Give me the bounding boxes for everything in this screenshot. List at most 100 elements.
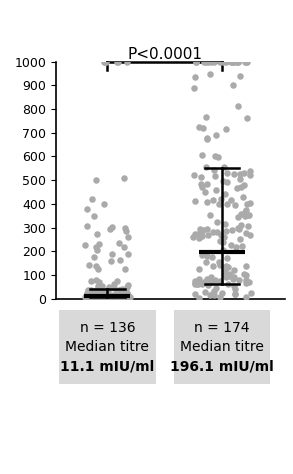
Point [201, 58, 206, 65]
Point [235, 58, 240, 65]
Point [118, 289, 122, 296]
Point [94, 293, 98, 301]
Point [95, 292, 99, 300]
Point [95, 265, 100, 273]
Point [195, 280, 200, 288]
Point [88, 277, 93, 285]
Point [217, 293, 222, 301]
Point [223, 273, 227, 281]
Point [209, 290, 214, 298]
Point [214, 228, 218, 236]
Point [197, 123, 201, 131]
Point [201, 279, 205, 286]
Point [246, 278, 251, 286]
Point [220, 238, 225, 246]
Point [121, 243, 126, 251]
Point [229, 58, 233, 65]
Point [202, 288, 207, 295]
Point [85, 290, 89, 298]
Point [93, 262, 98, 270]
Point [85, 286, 90, 294]
Point [224, 58, 228, 65]
Point [228, 58, 233, 65]
Point [192, 280, 196, 287]
Point [83, 241, 87, 249]
Point [231, 266, 236, 274]
Point [127, 295, 131, 302]
Point [196, 294, 201, 301]
Point [242, 58, 246, 65]
Point [213, 186, 217, 194]
Text: n = 174: n = 174 [194, 321, 249, 335]
Point [96, 283, 100, 290]
Point [101, 58, 106, 65]
Point [232, 290, 237, 297]
Point [87, 291, 91, 299]
Point [105, 286, 110, 294]
Point [84, 292, 88, 300]
Point [103, 293, 107, 301]
Point [229, 226, 233, 234]
Point [231, 285, 236, 293]
Point [212, 153, 217, 160]
Point [192, 230, 196, 237]
Point [116, 239, 121, 246]
Point [84, 289, 89, 296]
Point [109, 250, 114, 258]
Point [235, 213, 239, 221]
Point [233, 58, 238, 65]
Point [107, 293, 111, 301]
Point [99, 292, 103, 300]
Point [92, 289, 97, 297]
Point [224, 254, 228, 262]
Point [205, 198, 209, 205]
Point [90, 295, 94, 302]
Point [243, 279, 247, 287]
Point [205, 58, 210, 65]
Point [240, 193, 245, 201]
Point [190, 233, 195, 240]
Point [115, 58, 120, 65]
Point [230, 81, 235, 89]
Point [117, 256, 122, 264]
Point [84, 293, 89, 301]
Point [213, 284, 217, 292]
Point [207, 275, 212, 283]
Point [236, 225, 241, 233]
Point [238, 221, 243, 229]
Point [228, 196, 232, 203]
Text: Median titre: Median titre [65, 340, 149, 354]
Point [231, 273, 235, 280]
Point [116, 293, 121, 301]
Point [192, 197, 197, 204]
Point [212, 276, 217, 284]
Point [211, 166, 215, 174]
Point [86, 262, 91, 269]
Point [208, 278, 212, 286]
Point [224, 170, 229, 177]
Point [199, 232, 203, 240]
Point [102, 291, 107, 299]
Point [110, 223, 115, 231]
Point [96, 240, 101, 247]
Point [203, 58, 207, 65]
Point [241, 169, 246, 177]
Point [123, 265, 127, 273]
Point [96, 294, 101, 301]
Point [108, 257, 113, 265]
Point [227, 271, 232, 278]
Point [88, 295, 93, 302]
Point [227, 272, 232, 280]
Point [104, 287, 109, 294]
Point [204, 252, 208, 259]
Point [193, 73, 197, 81]
Point [217, 258, 221, 266]
Point [223, 228, 227, 235]
Point [231, 171, 236, 178]
Point [225, 264, 230, 271]
Point [97, 293, 101, 301]
Point [113, 294, 118, 301]
Point [199, 228, 204, 235]
Point [101, 291, 106, 299]
Point [100, 288, 105, 295]
